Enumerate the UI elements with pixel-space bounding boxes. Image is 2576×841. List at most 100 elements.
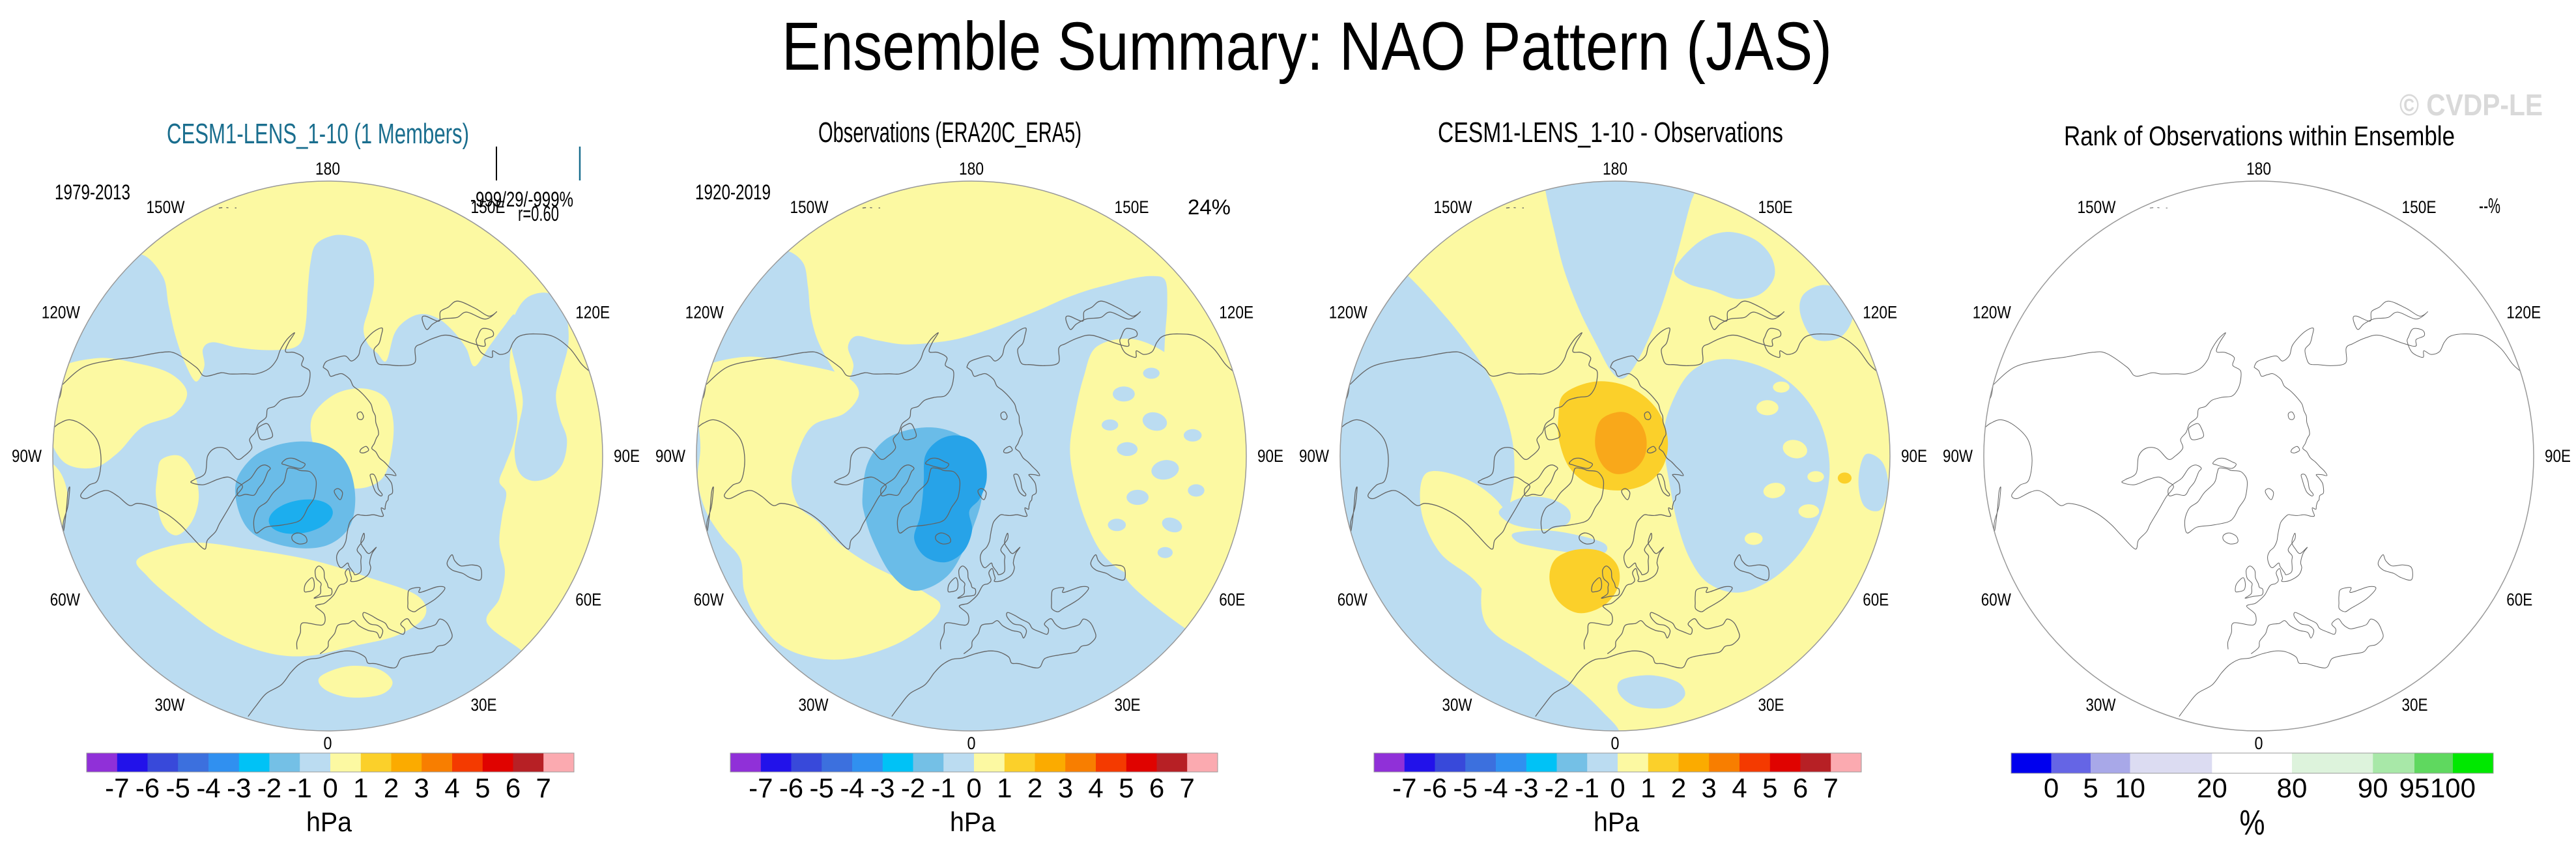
svg-text:0: 0 [967,734,976,753]
svg-text:1920-2019: 1920-2019 [695,180,771,204]
svg-text:0: 0 [322,773,337,803]
svg-text:90E: 90E [1901,446,1927,466]
svg-text:30E: 30E [1115,695,1141,715]
svg-text:%: % [2240,803,2265,841]
svg-text:--%: --% [2479,194,2500,218]
svg-text:150W: 150W [147,197,185,217]
svg-text:180: 180 [2246,159,2271,178]
svg-text:3: 3 [1058,773,1073,803]
svg-text:20: 20 [2197,773,2227,803]
svg-text:-6: -6 [779,773,803,803]
svg-text:2: 2 [384,773,399,803]
svg-text:150E: 150E [1758,197,1793,217]
svg-text:180: 180 [959,159,984,178]
svg-text:7: 7 [536,773,551,803]
svg-text:© CVDP-LE: © CVDP-LE [2399,88,2543,122]
svg-text:80: 80 [2277,773,2308,803]
svg-text:-4: -4 [1483,773,1508,803]
svg-text:90W: 90W [12,446,42,466]
svg-text:3: 3 [1702,773,1717,803]
svg-text:6: 6 [1793,773,1808,803]
svg-text:7: 7 [1180,773,1195,803]
svg-text:-6: -6 [136,773,160,803]
svg-text:60E: 60E [575,590,601,610]
svg-text:6: 6 [1149,773,1164,803]
svg-text:Rank of Observations within En: Rank of Observations within Ensemble [2064,121,2455,151]
svg-text:90E: 90E [2545,446,2571,466]
svg-text:10: 10 [2115,773,2145,803]
svg-text:0: 0 [1611,734,1620,753]
svg-text:2: 2 [1027,773,1042,803]
svg-text:-7: -7 [105,773,129,803]
svg-text:60W: 60W [50,590,80,610]
svg-text:120W: 120W [42,303,80,322]
svg-text:0: 0 [324,734,332,753]
svg-text:r=0.60: r=0.60 [518,202,559,225]
svg-text:-5: -5 [166,773,190,803]
svg-text:150W: 150W [2078,197,2116,217]
svg-text:-5: -5 [1453,773,1478,803]
svg-text:60W: 60W [1338,590,1367,610]
svg-text:Observations (ERA20C_ERA5): Observations (ERA20C_ERA5) [818,117,1081,149]
svg-text:-2: -2 [1545,773,1569,803]
svg-text:-1: -1 [288,773,312,803]
svg-text:120W: 120W [685,303,724,322]
svg-text:CESM1-LENS_1-10 (1 Members): CESM1-LENS_1-10 (1 Members) [167,118,469,150]
svg-text:90E: 90E [1257,446,1283,466]
svg-text:-999/29/-999%: -999/29/-999% [470,188,573,211]
svg-text:4: 4 [444,773,459,803]
svg-text:120E: 120E [1219,303,1253,322]
svg-text:60E: 60E [2506,590,2532,610]
svg-text:-3: -3 [1514,773,1538,803]
svg-text:120W: 120W [1329,303,1367,322]
svg-text:-3: -3 [227,773,251,803]
svg-text:-1: -1 [1575,773,1599,803]
svg-text:1979-2013: 1979-2013 [55,180,130,204]
svg-text:-2: -2 [901,773,925,803]
svg-text:-2: -2 [257,773,281,803]
svg-text:100: 100 [2430,773,2476,803]
svg-text:5: 5 [1762,773,1777,803]
svg-text:hPa: hPa [306,806,352,837]
svg-text:60E: 60E [1863,590,1889,610]
svg-text:120E: 120E [1863,303,1897,322]
svg-text:5: 5 [475,773,490,803]
svg-text:-3: -3 [870,773,894,803]
svg-text:5: 5 [1119,773,1134,803]
svg-text:120E: 120E [575,303,610,322]
svg-text:-5: -5 [810,773,834,803]
svg-text:30W: 30W [799,695,829,715]
svg-text:6: 6 [506,773,521,803]
svg-text:0: 0 [1610,773,1625,803]
svg-text:90W: 90W [1943,446,1973,466]
svg-text:180: 180 [315,159,340,178]
svg-text:7: 7 [1824,773,1839,803]
svg-text:90W: 90W [1299,446,1329,466]
svg-text:5: 5 [2083,773,2098,803]
svg-text:30W: 30W [155,695,185,715]
svg-text:150E: 150E [1115,197,1149,217]
svg-text:-7: -7 [1392,773,1416,803]
svg-text:CESM1-LENS_1-10 - Observations: CESM1-LENS_1-10 - Observations [1438,117,1783,149]
svg-text:60W: 60W [1981,590,2011,610]
svg-text:-6: -6 [1423,773,1447,803]
svg-text:90: 90 [2358,773,2388,803]
svg-text:95: 95 [2399,773,2430,803]
svg-text:60E: 60E [1219,590,1245,610]
svg-text:Ensemble Summary: NAO Pattern: Ensemble Summary: NAO Pattern (JAS) [782,8,1832,85]
svg-text:90E: 90E [614,446,640,466]
svg-text:1: 1 [353,773,368,803]
svg-text:2: 2 [1671,773,1686,803]
svg-text:120W: 120W [1973,303,2011,322]
svg-text:-7: -7 [749,773,773,803]
svg-text:-1: -1 [932,773,956,803]
svg-text:hPa: hPa [1594,806,1640,837]
svg-text:3: 3 [414,773,429,803]
svg-text:hPa: hPa [950,806,996,837]
svg-text:30W: 30W [1442,695,1472,715]
svg-text:30E: 30E [471,695,497,715]
svg-text:120E: 120E [2506,303,2541,322]
svg-text:150E: 150E [471,197,506,217]
svg-text:0: 0 [2044,773,2059,803]
svg-text:30W: 30W [2086,695,2116,715]
